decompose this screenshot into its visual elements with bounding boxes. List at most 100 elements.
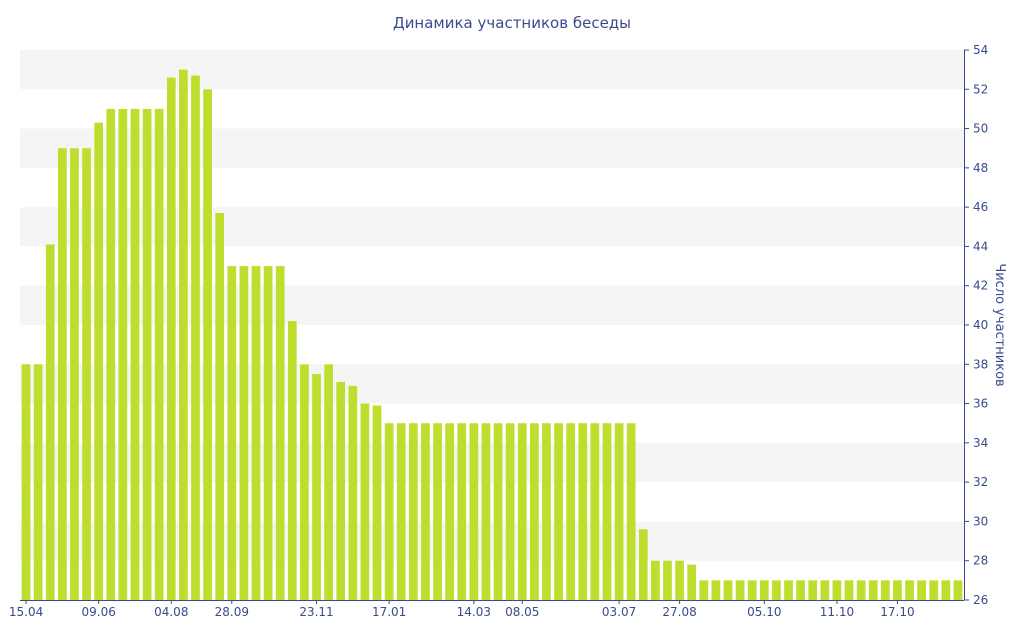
bar[interactable]: [638, 529, 648, 600]
bar[interactable]: [772, 580, 781, 600]
bar[interactable]: [469, 423, 479, 600]
bar[interactable]: [929, 580, 939, 600]
x-tick-label: 08.05: [505, 605, 539, 619]
bar[interactable]: [893, 580, 902, 600]
bar[interactable]: [360, 403, 370, 600]
bar[interactable]: [578, 423, 588, 600]
bar[interactable]: [880, 580, 890, 600]
bar[interactable]: [372, 405, 382, 600]
bar[interactable]: [118, 108, 128, 601]
bar[interactable]: [517, 423, 527, 600]
bar[interactable]: [336, 381, 346, 600]
bar[interactable]: [300, 364, 309, 600]
bar[interactable]: [687, 564, 697, 600]
bar[interactable]: [191, 75, 200, 601]
bar[interactable]: [275, 266, 285, 600]
bar[interactable]: [251, 266, 261, 600]
bar[interactable]: [856, 580, 866, 600]
bar[interactable]: [312, 374, 321, 600]
bar[interactable]: [324, 364, 333, 600]
bar[interactable]: [166, 77, 176, 601]
bar[interactable]: [203, 89, 212, 600]
bar[interactable]: [396, 423, 406, 600]
y-tick-label: 28: [973, 554, 988, 568]
x-tick-label: 04.08: [154, 605, 188, 619]
bar[interactable]: [263, 266, 273, 600]
bar[interactable]: [82, 148, 91, 600]
bar[interactable]: [808, 580, 818, 600]
bar[interactable]: [735, 580, 745, 600]
bar[interactable]: [58, 148, 67, 600]
bar[interactable]: [626, 423, 636, 600]
grid-band: [20, 442, 964, 483]
bar[interactable]: [675, 560, 684, 600]
y-tick-label: 34: [973, 436, 988, 450]
bar[interactable]: [820, 580, 830, 600]
bar[interactable]: [481, 423, 491, 600]
bar[interactable]: [21, 364, 31, 600]
bar[interactable]: [590, 423, 600, 600]
bar[interactable]: [421, 423, 430, 600]
bar[interactable]: [784, 580, 793, 600]
bar[interactable]: [348, 385, 358, 600]
bar[interactable]: [663, 560, 672, 600]
bar[interactable]: [832, 580, 842, 600]
bar[interactable]: [70, 148, 79, 600]
bar[interactable]: [905, 580, 914, 600]
bar[interactable]: [287, 321, 297, 600]
bar[interactable]: [747, 580, 757, 600]
grid-band: [20, 364, 964, 404]
x-tick-label: 15.04: [9, 605, 43, 619]
grid-band: [20, 207, 964, 247]
bar[interactable]: [941, 580, 951, 600]
bar[interactable]: [433, 423, 442, 600]
bar[interactable]: [493, 423, 503, 600]
bar[interactable]: [45, 244, 55, 600]
bar[interactable]: [106, 108, 116, 601]
bar[interactable]: [953, 580, 963, 600]
bar[interactable]: [796, 580, 805, 600]
bar[interactable]: [384, 423, 394, 600]
bar[interactable]: [868, 580, 878, 600]
x-tick-label: 03.07: [602, 605, 636, 619]
bar[interactable]: [33, 364, 43, 600]
bar[interactable]: [154, 108, 164, 601]
bar[interactable]: [651, 560, 660, 600]
bar[interactable]: [699, 580, 709, 600]
bar[interactable]: [239, 266, 249, 600]
bar[interactable]: [215, 213, 225, 601]
bar[interactable]: [711, 580, 721, 600]
bar[interactable]: [844, 580, 854, 600]
x-tick-label: 17.10: [880, 605, 914, 619]
bar[interactable]: [566, 423, 576, 600]
bar[interactable]: [445, 423, 454, 600]
bar[interactable]: [554, 423, 563, 600]
bar[interactable]: [723, 580, 733, 600]
bar[interactable]: [227, 266, 237, 600]
bar[interactable]: [179, 69, 188, 600]
bar[interactable]: [917, 580, 926, 600]
grid-band: [20, 285, 964, 325]
bar[interactable]: [759, 580, 769, 600]
bar[interactable]: [142, 108, 152, 601]
bars: [21, 69, 963, 601]
bar[interactable]: [408, 423, 418, 600]
bar[interactable]: [94, 122, 104, 601]
bar[interactable]: [530, 423, 539, 600]
bar[interactable]: [130, 108, 140, 601]
bar[interactable]: [614, 423, 624, 600]
bar[interactable]: [457, 423, 467, 600]
bar[interactable]: [542, 423, 551, 600]
x-tick-label: 11.10: [820, 605, 854, 619]
bar[interactable]: [505, 423, 515, 600]
y-tick-labels: 26 28 30 32 34 36 38 40 42 44 46 48 50 52 54: [973, 43, 988, 607]
grid-bands: [20, 50, 964, 561]
y-tick-label: 26: [973, 593, 988, 607]
x-tick-label: 27.08: [662, 605, 696, 619]
x-tick-label: 09.06: [81, 605, 115, 619]
y-tick-label: 40: [973, 318, 988, 332]
y-tick-label: 44: [973, 239, 988, 253]
bar[interactable]: [602, 423, 612, 600]
